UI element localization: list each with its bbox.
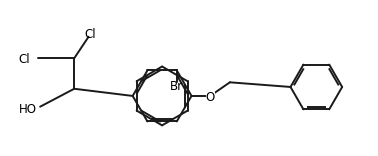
Text: Cl: Cl (19, 53, 31, 66)
Text: Br: Br (170, 80, 183, 93)
Text: HO: HO (19, 103, 37, 117)
Text: O: O (206, 91, 215, 104)
Text: Cl: Cl (85, 28, 96, 41)
